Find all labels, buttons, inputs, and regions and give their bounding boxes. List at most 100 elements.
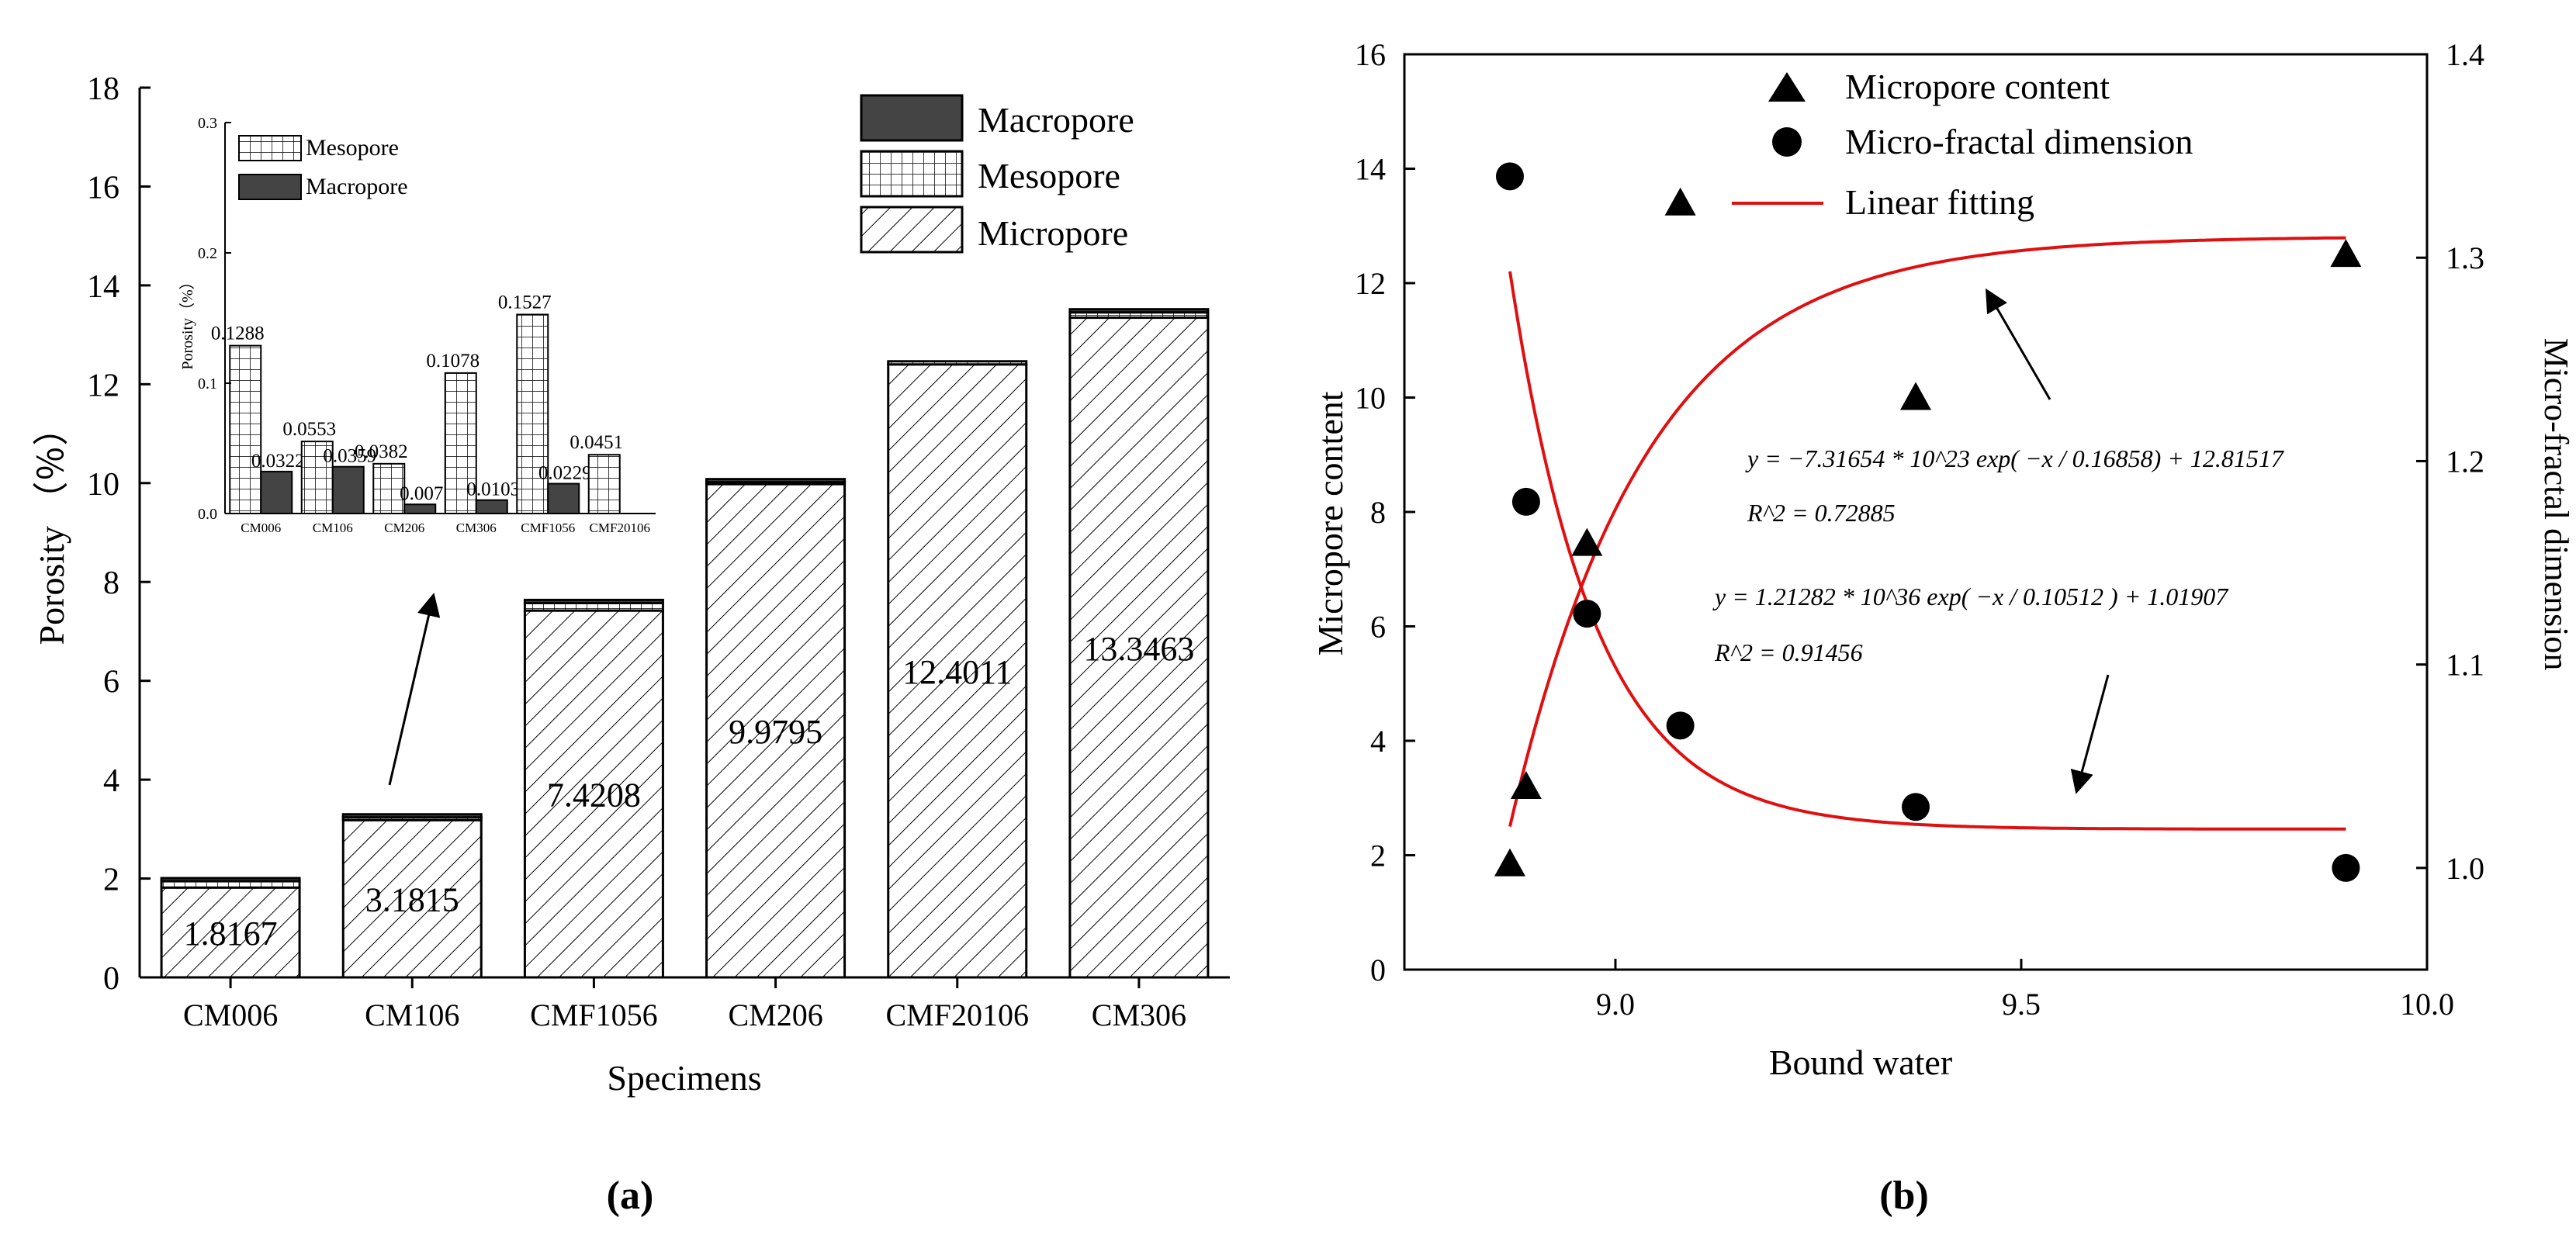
y-axis-label: Porosity （％） [32,410,71,645]
bar-macropore-cm006 [160,877,301,883]
inset-bar-macropore-cm106 [331,465,365,514]
inset-x-tick-label: CM006 [241,520,281,535]
legend-swatch-mesopore [860,150,964,198]
y-tick-label: 6 [103,665,119,700]
inset-bar-label-macropore: 0.0103 [466,479,520,500]
legend-label-micropore-content: Micropore content [1845,67,2110,106]
legend-marker-circle [1772,127,1802,157]
inset-bar-label-mesopore: 0.1527 [498,292,552,313]
fit-arrow-upper [1985,288,2051,400]
x-tick-label: CM206 [728,998,822,1032]
fit-equation-2: y = 1.21282 * 10^36 exp( −x / 0.10512 ) … [1712,583,2229,610]
point-micropore-content [1494,848,1525,877]
inset-bar-label-macropore: 0.0359 [323,446,376,467]
inset-y-tick-label: 0.0 [198,506,217,523]
point-micro-fractal-dimension [1902,793,1930,821]
fit-equation-1: y = −7.31654 * 10^23 exp( −x / 0.16858) … [1745,444,2285,472]
y-tick-label: 14 [87,269,119,305]
y-tick-label: 8 [1370,495,1386,530]
x-tick-label: CM106 [365,998,459,1032]
plot-frame: 0 2 4 6 8 10 12 14 16 1.0 1.1 1.2 1.3 1.4 9.0 9.5 10.0 [1355,37,2484,1022]
inset-bar-label-macropore: 0.0322 [251,451,305,472]
y2-tick-label: 1.0 [2446,851,2484,886]
y-tick-label: 6 [1370,610,1386,645]
y-tick-label: 0 [1370,953,1386,987]
y-tick-label: 12 [87,368,119,403]
x-tick-label: 9.0 [1596,987,1635,1022]
panel-label-a: (a) [607,1174,654,1218]
x-axis-ticks: CM006 CM106 CMF1056 CM206 CMF20106 CM306 [183,977,1186,1032]
point-micropore-content [1571,527,1603,556]
point-micro-fractal-dimension [2332,853,2360,882]
bar-macropore-cm306 [1068,308,1210,314]
bar-value-label: 1.8167 [184,915,278,953]
x-tick-label: CMF1056 [530,998,658,1032]
legend-label-micro-fractal: Micro-fractal dimension [1845,122,2193,161]
legend-swatch-macropore [860,94,964,142]
legend-label-micropore: Micropore [978,213,1128,253]
y-tick-label: 2 [103,863,119,898]
inset-bar-label-mesopore: 0.0553 [282,419,336,440]
y-tick-label: 10 [1355,381,1386,416]
inset-axes: 0.0 0.1 0.2 0.3 CM006 CM106 CM206 CM306 CMF1056 C… [198,115,656,535]
bar-value-label: 9.9795 [729,713,822,751]
y-tick-label: 12 [1355,266,1386,301]
bar-macropore-cmf1056 [523,598,664,604]
inset-bar-label-macropore: 0.0229 [538,463,592,484]
fit-curve-2 [1508,271,2346,831]
point-micro-fractal-dimension [1511,487,1540,516]
legend-label-mesopore: Mesopore [978,156,1120,195]
inset-y-tick-label: 0.1 [198,375,217,393]
point-micro-fractal-dimension [1573,600,1601,628]
point-micropore-content [1900,382,1931,410]
point-micro-fractal-dimension [1495,162,1524,191]
fit-r2-1: R^2 = 0.72885 [1747,499,1896,527]
y2-tick-label: 1.3 [2446,240,2484,275]
inset-legend-label-mesopore: Mesopore [306,135,399,161]
x-tick-label: 10.0 [2400,987,2454,1022]
inset-bar-label-mesopore: 0.1078 [426,351,480,372]
inset-bar-mesopore-cm006 [229,344,262,514]
inset-bar-macropore-cm006 [260,470,293,514]
inset-bar-macropore-cm206 [403,503,437,514]
bar-value-label: 7.4208 [547,776,641,814]
y-tick-label: 4 [1370,724,1386,759]
bar-macropore-cm206 [705,478,847,484]
inset-pointer-arrow [388,593,441,786]
inset-x-tick-label: CM206 [384,520,424,535]
y-tick-label: 18 [87,71,119,107]
inset-x-tick-label: CMF1056 [521,520,575,535]
inset-y-tick-label: 0.3 [198,115,217,132]
bar-series: 1.8167 3.1815 7.4208 9.9795 12.4011 13.3463 [160,308,1210,979]
inset-bar-label-mesopore: 0.0382 [355,441,408,462]
y-tick-label: 4 [103,763,119,799]
x-axis-label: Specimens [607,1058,761,1098]
inset-bar-macropore-cmf1056 [547,482,580,515]
y-axis-ticks: 0 2 4 6 8 10 12 14 16 18 [87,71,151,997]
x-tick-label: CM006 [183,998,278,1032]
bar-micropore-cm206 [705,482,847,979]
inset-bar-label-mesopore: 0.1288 [211,323,265,344]
panel-b: 0 2 4 6 8 10 12 14 16 1.0 1.1 1.2 1.3 1.4 9.0 9.5 10.0 B… [1311,37,2575,1218]
inset-x-tick-label: CM306 [456,520,497,535]
inset-bar-label-macropore: 0.007 [400,483,443,504]
y-tick-label: 16 [1355,37,1386,72]
fit-r2-2: R^2 = 0.91456 [1714,638,1863,666]
panel-label-b: (b) [1879,1174,1929,1218]
bar-mesopore-cmf20106 [887,360,1028,366]
x-tick-label: CMF20106 [886,998,1030,1032]
x-axis-label: Bound water [1769,1043,1952,1082]
legend: Macropore Mesopore Micropore [860,94,1134,254]
inset-legend-swatch-macropore [238,174,302,200]
y-tick-label: 14 [1355,152,1386,187]
fit-curve-1 [1508,236,2346,828]
y2-axis-label: Micro-fractal dimension [2537,338,2575,671]
plot-frame [138,88,1230,979]
inset-y-axis-label: Porosity（%） [178,274,196,369]
y-tick-label: 0 [103,961,119,997]
inset-bar-label-mesopore: 0.0451 [570,432,623,453]
inset-x-tick-label: CM106 [313,520,353,535]
y2-tick-label: 1.1 [2446,648,2484,683]
